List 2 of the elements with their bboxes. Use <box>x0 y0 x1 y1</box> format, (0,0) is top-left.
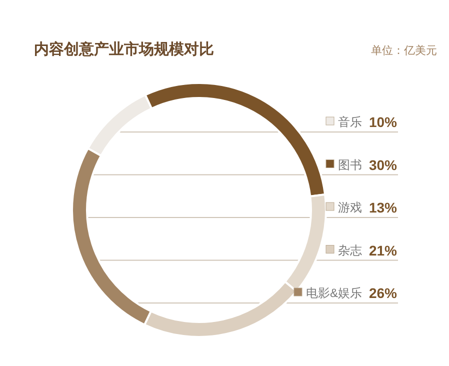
subtitle: 单位：亿美元 <box>371 45 437 57</box>
title: 内容创意产业市场规模对比 <box>34 41 214 58</box>
